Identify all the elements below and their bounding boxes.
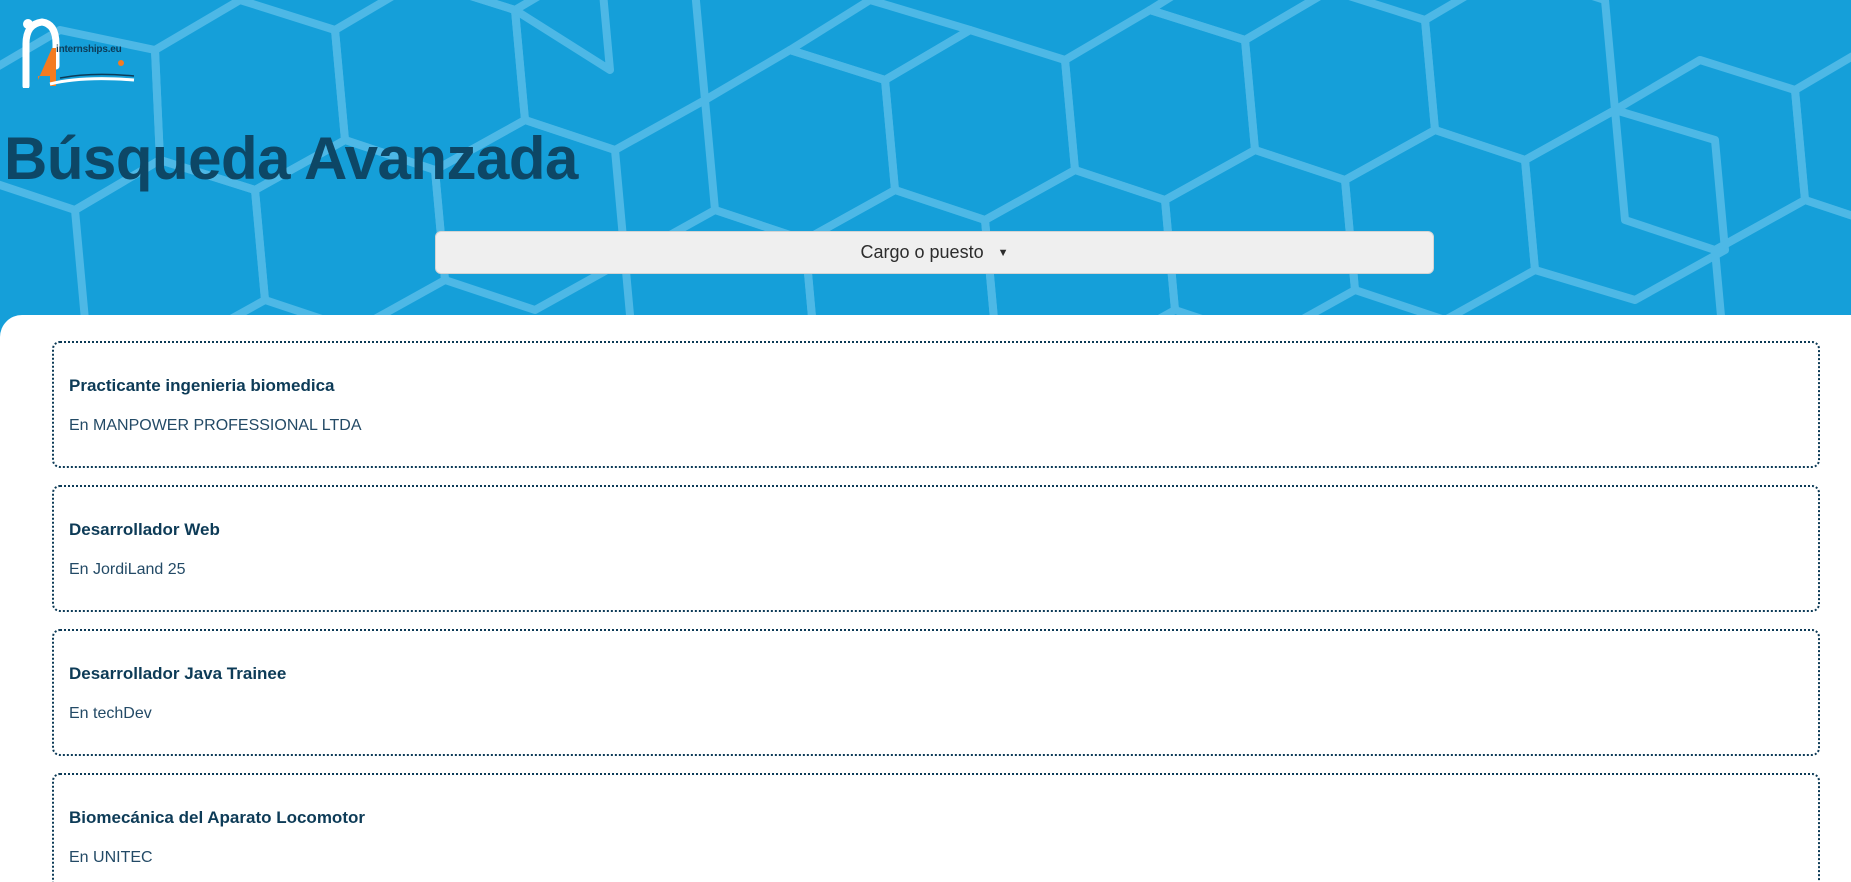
result-card[interactable]: Practicante ingenieria biomedica En MANP…: [52, 341, 1820, 468]
job-title-filter-dropdown[interactable]: Cargo o puesto ▼: [435, 231, 1434, 274]
result-company: En techDev: [69, 705, 152, 722]
result-title: Desarrollador Java Trainee: [69, 664, 287, 683]
hexagon-pattern-background: [0, 0, 1851, 330]
results-panel: Practicante ingenieria biomedica En MANP…: [0, 315, 1851, 882]
result-title: Practicante ingenieria biomedica: [69, 376, 335, 395]
result-company: En JordiLand 25: [69, 561, 186, 578]
result-company: En MANPOWER PROFESSIONAL LTDA: [69, 417, 362, 434]
logo-text: internships.eu: [56, 44, 122, 55]
page-title: Búsqueda Avanzada: [4, 125, 578, 192]
result-company: En UNITEC: [69, 849, 153, 866]
caret-down-icon: ▼: [997, 246, 1009, 259]
i4-internships-logo[interactable]: [22, 14, 137, 88]
result-card[interactable]: Biomecánica del Aparato Locomotor En UNI…: [52, 773, 1820, 882]
result-title: Desarrollador Web: [69, 520, 220, 539]
result-card[interactable]: Desarrollador Web En JordiLand 25: [52, 485, 1820, 612]
result-title: Biomecánica del Aparato Locomotor: [69, 808, 365, 827]
filter-label: Cargo o puesto: [860, 242, 984, 262]
result-card[interactable]: Desarrollador Java Trainee En techDev: [52, 629, 1820, 756]
